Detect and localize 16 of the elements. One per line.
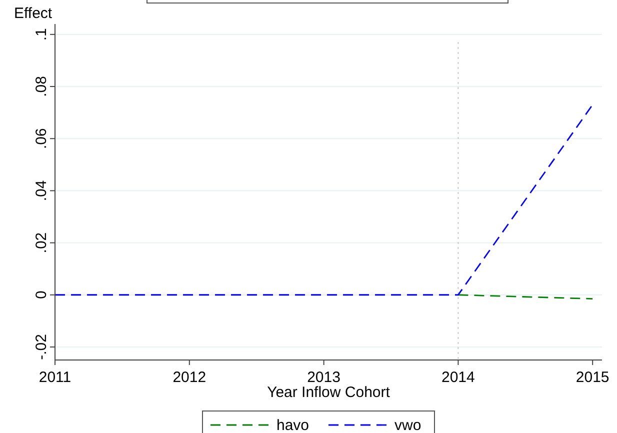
- x-tick-label: 2012: [172, 369, 206, 386]
- y-tick-label: .06: [33, 128, 50, 150]
- y-axis-title: Effect: [14, 5, 53, 22]
- x-tick-label: 2011: [38, 369, 72, 386]
- y-tick-label: 0: [33, 290, 50, 300]
- legend-label: havo: [276, 417, 310, 433]
- x-axis-title: Year Inflow Cohort: [267, 384, 391, 401]
- y-tick-label: -.02: [33, 334, 50, 360]
- x-tick-label: 2014: [442, 369, 475, 386]
- x-tick-label: 2013: [307, 369, 340, 386]
- legend-label: vwo: [394, 417, 422, 433]
- y-tick-label: .1: [33, 28, 50, 41]
- y-tick-label: .04: [33, 180, 50, 202]
- y-tick-label: .08: [33, 76, 50, 97]
- x-tick-label: 2015: [576, 369, 610, 386]
- y-tick-label: .02: [33, 232, 50, 254]
